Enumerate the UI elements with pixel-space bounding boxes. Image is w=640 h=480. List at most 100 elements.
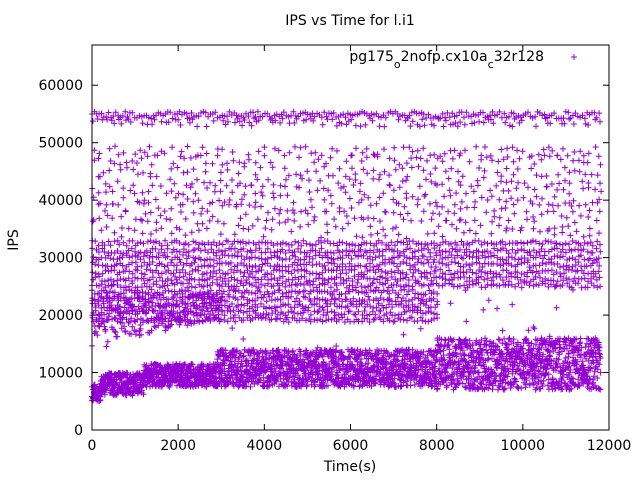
data-point: [577, 242, 584, 249]
data-point: [410, 269, 417, 276]
data-point: [304, 210, 311, 217]
data-point: [336, 239, 343, 245]
data-point: [380, 226, 387, 233]
data-point: [279, 310, 286, 317]
data-point: [554, 260, 561, 267]
data-point: [343, 158, 350, 165]
data-point: [180, 169, 187, 176]
data-point: [245, 113, 252, 120]
data-point: [264, 260, 271, 267]
data-point: [563, 275, 570, 282]
data-point: [503, 198, 510, 205]
data-point: [411, 381, 418, 388]
data-point: [221, 199, 228, 206]
data-point: [577, 252, 584, 259]
data-point: [190, 320, 197, 327]
data-point: [401, 286, 408, 293]
data-point: [409, 346, 416, 353]
data-point: [312, 241, 319, 248]
data-point: [566, 180, 573, 187]
data-point: [335, 180, 342, 187]
data-point: [149, 259, 156, 265]
data-point: [350, 182, 357, 188]
data-point: [302, 294, 309, 301]
data-point: [460, 229, 467, 236]
data-point: [554, 152, 561, 159]
data-point: [360, 166, 367, 173]
data-point: [538, 211, 545, 218]
data-point: [209, 279, 216, 286]
data-point: [390, 187, 397, 194]
data-point: [453, 190, 460, 197]
data-point: [142, 210, 149, 217]
data-point: [101, 249, 108, 255]
data-point: [403, 254, 410, 261]
data-point: [560, 277, 567, 284]
data-point: [285, 295, 292, 301]
data-point: [319, 296, 326, 303]
data-point: [466, 158, 473, 165]
data-point: [419, 317, 426, 324]
data-point: [171, 180, 178, 187]
data-point: [224, 307, 231, 314]
data-point: [252, 171, 259, 178]
data-point: [435, 223, 442, 230]
data-point: [339, 349, 345, 356]
data-point: [409, 148, 416, 155]
data-point: [442, 276, 449, 283]
data-point: [339, 267, 346, 273]
data-point: [367, 223, 374, 230]
data-point: [431, 151, 438, 158]
data-point: [234, 371, 241, 378]
data-point: [131, 227, 138, 234]
data-point: [589, 242, 596, 249]
data-point: [514, 274, 521, 281]
data-point: [146, 143, 153, 150]
data-point: [439, 248, 446, 255]
data-point: [514, 147, 521, 154]
data-point: [566, 190, 573, 197]
data-point: [284, 192, 291, 199]
data-point: [442, 217, 449, 224]
data-point: [498, 178, 504, 185]
data-point: [514, 166, 521, 172]
data-point: [323, 312, 330, 319]
data-point: [389, 304, 396, 310]
data-point: [92, 300, 98, 307]
data-point: [269, 310, 276, 317]
data-point: [268, 226, 275, 233]
y-tick-label: 20000: [38, 308, 83, 324]
data-point: [209, 213, 216, 220]
data-point: [430, 210, 436, 217]
data-point: [200, 283, 207, 290]
data-point: [239, 196, 245, 203]
data-point: [509, 144, 516, 151]
data-point: [249, 282, 255, 288]
data-point: [137, 147, 144, 154]
data-point: [374, 276, 381, 283]
data-point: [298, 208, 305, 215]
data-point: [525, 184, 531, 191]
data-point: [310, 117, 317, 124]
data-point: [234, 262, 241, 269]
data-point: [392, 242, 398, 249]
data-point: [425, 246, 432, 253]
data-point: [391, 157, 398, 164]
data-point: [434, 182, 440, 188]
data-point: [90, 254, 97, 260]
data-point: [144, 218, 151, 225]
data-point: [300, 356, 307, 363]
data-point: [265, 280, 271, 287]
data-point: [560, 145, 566, 152]
data-point: [217, 274, 224, 281]
data-point: [316, 261, 323, 267]
data-point: [180, 191, 187, 198]
data-point: [315, 275, 322, 282]
data-point: [221, 317, 228, 323]
data-point: [278, 365, 285, 372]
data-point: [498, 173, 505, 180]
data-point: [499, 256, 506, 263]
data-point: [499, 238, 506, 245]
data-point: [109, 201, 116, 207]
data-point: [111, 229, 118, 236]
